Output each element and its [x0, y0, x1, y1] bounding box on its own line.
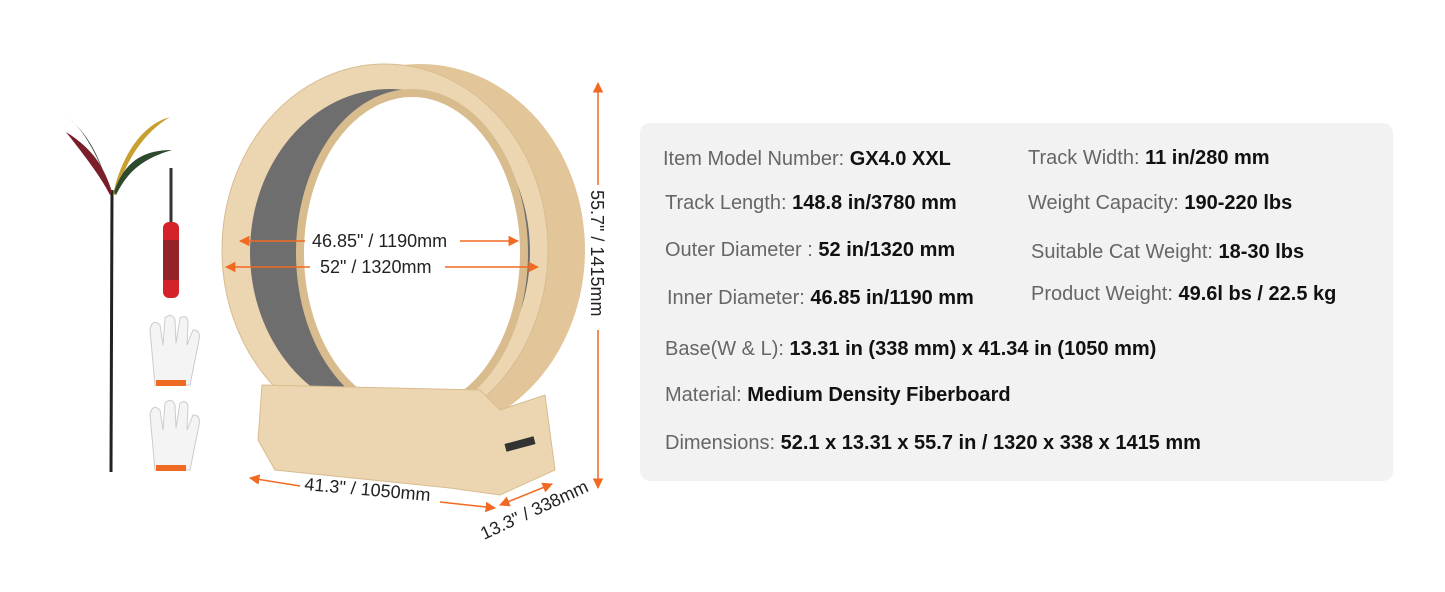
- spec-base: Base(W & L): 13.31 in (338 mm) x 41.34 i…: [665, 338, 1157, 360]
- spec-cat-weight: Suitable Cat Weight: 18-30 lbs: [1031, 241, 1305, 263]
- spec-outer-diameter: Outer Diameter : 52 in/1320 mm: [665, 239, 956, 261]
- spec-panel: Item Model Number: GX4.0 XXL Track Width…: [640, 123, 1393, 481]
- height-label: 55.7" / 1415mm: [587, 190, 607, 316]
- screwdriver: [163, 168, 179, 298]
- spec-weight-capacity: Weight Capacity: 190-220 lbs: [1028, 192, 1293, 214]
- spec-inner-diameter: Inner Diameter: 46.85 in/1190 mm: [667, 287, 974, 309]
- spec-model: Item Model Number: GX4.0 XXL: [663, 148, 951, 170]
- spec-track-width: Track Width: 11 in/280 mm: [1028, 147, 1270, 169]
- dimension-arrows: [224, 81, 604, 513]
- feather-wand-toy: [66, 117, 172, 473]
- spec-dimensions: Dimensions: 52.1 x 13.31 x 55.7 in / 132…: [665, 432, 1201, 454]
- gloves: [149, 314, 200, 471]
- spec-track-length: Track Length: 148.8 in/3780 mm: [665, 192, 957, 214]
- inner-diameter-label: 46.85" / 1190mm: [312, 231, 447, 251]
- cat-wheel: [221, 63, 585, 496]
- spec-material: Material: Medium Density Fiberboard: [665, 384, 1011, 406]
- spec-product-weight: Product Weight: 49.6l bs / 22.5 kg: [1031, 283, 1337, 305]
- outer-diameter-label: 52" / 1320mm: [320, 257, 431, 277]
- product-illustration: 46.85" / 1190mm 52" / 1320mm 55.7" / 141…: [66, 63, 607, 544]
